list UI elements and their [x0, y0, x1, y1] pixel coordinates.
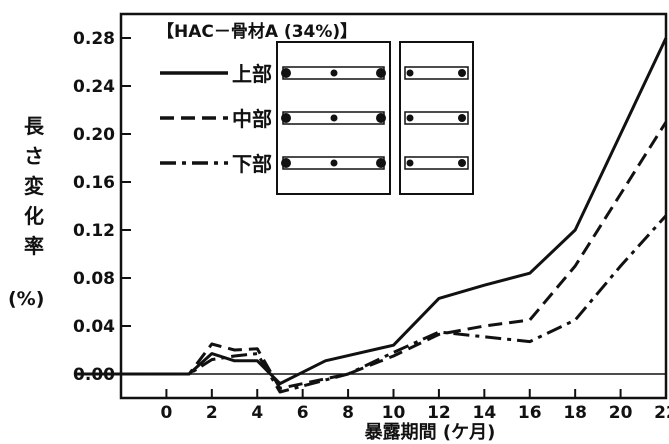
series-lower-line [75, 214, 668, 394]
x-tick-label: 0 [160, 403, 172, 423]
x-tick-label: 20 [609, 403, 633, 423]
gauge-point [330, 114, 338, 122]
legend-label-middle: 中部 [232, 107, 272, 131]
gauge-point [406, 69, 414, 77]
chart-title: 【HAC－骨材A (34%)】 [157, 21, 357, 42]
specimen-diagram [276, 41, 474, 195]
gauge-point [406, 159, 414, 167]
legend-label-upper: 上部 [232, 62, 272, 86]
legend-label-lower: 下部 [232, 152, 272, 176]
y-tick-label: 0.28 [73, 29, 115, 49]
y-tick-label: 0.24 [73, 77, 115, 97]
legend: 上部 中部 下部 [160, 62, 272, 176]
series-upper-line [75, 37, 668, 386]
x-tick-label: 22 [654, 403, 669, 423]
y-axis-label-char-1: 長 [24, 114, 45, 138]
series-middle-line [75, 121, 668, 390]
gauge-point [458, 69, 466, 77]
gauge-point [376, 68, 386, 78]
specimen-bar [404, 66, 469, 80]
x-tick-label: 8 [342, 403, 354, 423]
gauge-point [281, 158, 291, 168]
x-tick-label: 14 [472, 403, 496, 423]
gauge-point [281, 113, 291, 123]
gauge-point [330, 159, 338, 167]
specimen-bar [404, 156, 469, 170]
specimen-bar [404, 111, 469, 125]
x-tick-label: 2 [206, 403, 218, 423]
y-axis-unit: (%) [8, 288, 44, 310]
x-axis-label: 暴露期間 (ケ月) [365, 422, 496, 443]
y-axis-label-char-4: 化 [24, 204, 44, 228]
gauge-point [376, 158, 386, 168]
gauge-point [376, 113, 386, 123]
x-tick-label: 10 [382, 403, 406, 423]
y-tick-label: 0.12 [73, 221, 115, 241]
x-tick-label: 6 [297, 403, 309, 423]
x-tick-label: 12 [427, 403, 451, 423]
y-axis-label-char-3: 変 [24, 174, 44, 198]
gauge-point [458, 159, 466, 167]
x-tick-label: 4 [251, 403, 263, 423]
gauge-point [406, 114, 414, 122]
y-tick-label: 0.04 [73, 317, 115, 337]
x-tick-label: 16 [518, 403, 542, 423]
y-tick-label: 0.08 [73, 269, 115, 289]
gauge-point [458, 114, 466, 122]
y-axis-label-char-2: さ [24, 144, 44, 168]
y-tick-label: 0.20 [73, 125, 115, 145]
y-axis-label-char-5: 率 [24, 234, 44, 258]
gauge-point [330, 69, 338, 77]
y-tick-label: 0.16 [73, 173, 115, 193]
gauge-point [281, 68, 291, 78]
x-tick-label: 18 [563, 403, 587, 423]
